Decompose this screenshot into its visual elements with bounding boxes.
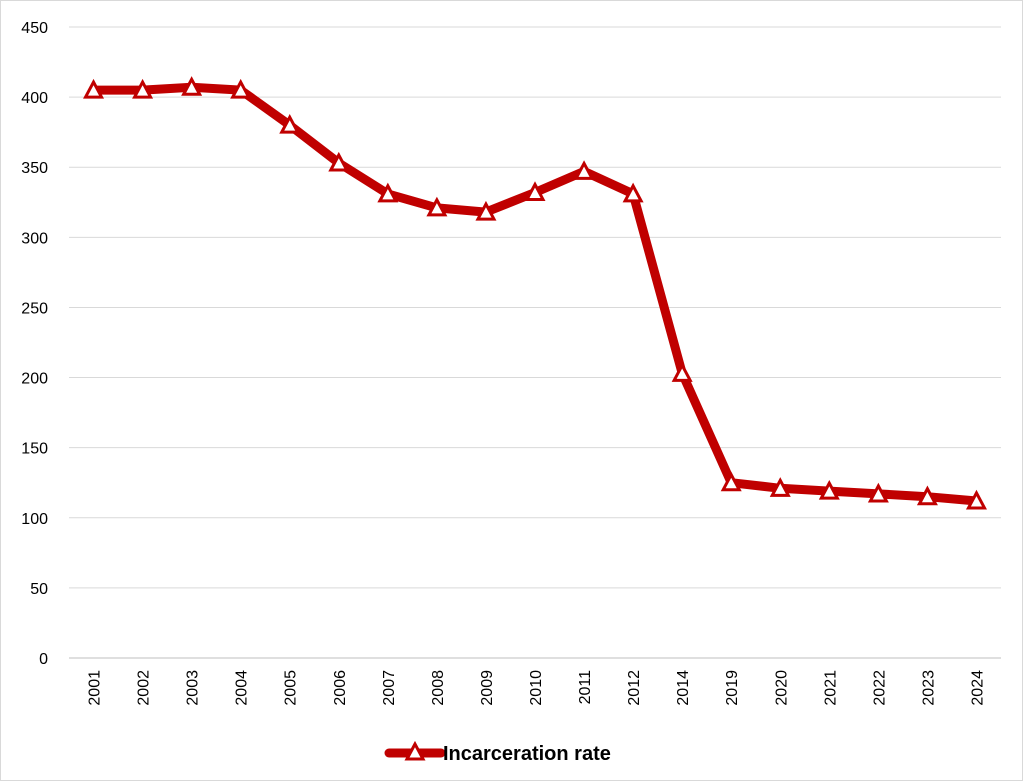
legend-label: Incarceration rate — [443, 743, 611, 765]
data-point-marker — [965, 489, 987, 510]
x-tick-label: 2021 — [822, 670, 839, 706]
data-point-marker — [867, 482, 889, 503]
y-axis-tick-labels: 0 50 100 150 200 250 300 350 400 450 — [21, 20, 48, 668]
legend: Incarceration rate — [384, 740, 611, 765]
x-tick-label: 2010 — [528, 670, 545, 706]
data-point-marker — [377, 182, 399, 203]
data-point-marker — [230, 78, 252, 99]
x-tick-label: 2014 — [675, 670, 692, 706]
y-tick-label: 250 — [21, 300, 48, 317]
data-point-marker — [524, 181, 546, 201]
data-point-marker — [916, 485, 938, 506]
data-point-marker — [426, 196, 448, 217]
x-tick-label: 2023 — [920, 670, 937, 706]
data-point-marker — [671, 362, 693, 382]
x-tick-label: 2003 — [185, 670, 202, 706]
x-axis-tick-labels: 2001 2002 2003 2004 2005 2006 2007 2008 2009 2010… — [87, 670, 987, 706]
gridlines — [69, 26, 1001, 659]
series-layer — [83, 76, 987, 510]
y-tick-label: 0 — [39, 651, 48, 668]
data-point-marker — [573, 160, 595, 180]
data-point-marker — [83, 78, 105, 99]
x-tick-label: 2011 — [577, 670, 594, 705]
x-tick-label: 2022 — [871, 670, 888, 706]
x-tick-label: 2019 — [724, 670, 741, 706]
x-tick-label: 2006 — [332, 670, 349, 706]
x-tick-label: 2012 — [626, 670, 643, 706]
x-tick-label: 2009 — [479, 670, 496, 706]
data-point-marker — [720, 471, 742, 492]
x-tick-label: 2004 — [234, 670, 251, 706]
y-tick-label: 100 — [21, 511, 48, 528]
y-tick-label: 400 — [21, 90, 48, 107]
y-tick-label: 450 — [21, 20, 48, 37]
legend-marker-icon — [404, 740, 426, 761]
x-tick-label: 2024 — [969, 670, 986, 706]
x-tick-label: 2008 — [430, 670, 447, 706]
data-point-marker — [769, 477, 791, 497]
y-tick-label: 300 — [21, 230, 48, 247]
x-tick-label: 2020 — [773, 670, 790, 706]
y-tick-label: 50 — [30, 581, 48, 598]
x-tick-label: 2007 — [381, 670, 398, 706]
data-point-marker — [475, 200, 497, 221]
x-tick-label: 2005 — [283, 670, 300, 706]
y-tick-label: 200 — [21, 371, 48, 388]
data-point-marker — [132, 78, 154, 99]
data-point-marker — [328, 151, 350, 172]
data-point-marker — [279, 113, 301, 134]
x-tick-label: 2002 — [136, 670, 153, 706]
x-tick-label: 2001 — [87, 670, 104, 706]
data-point-marker — [818, 479, 840, 500]
data-point-marker — [622, 182, 644, 203]
data-point-marker — [181, 76, 203, 96]
y-tick-label: 350 — [21, 160, 48, 177]
y-tick-label: 150 — [21, 441, 48, 458]
series-line — [89, 82, 981, 506]
